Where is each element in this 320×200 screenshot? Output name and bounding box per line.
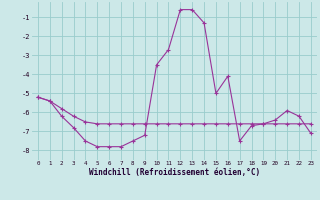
X-axis label: Windchill (Refroidissement éolien,°C): Windchill (Refroidissement éolien,°C) (89, 168, 260, 177)
